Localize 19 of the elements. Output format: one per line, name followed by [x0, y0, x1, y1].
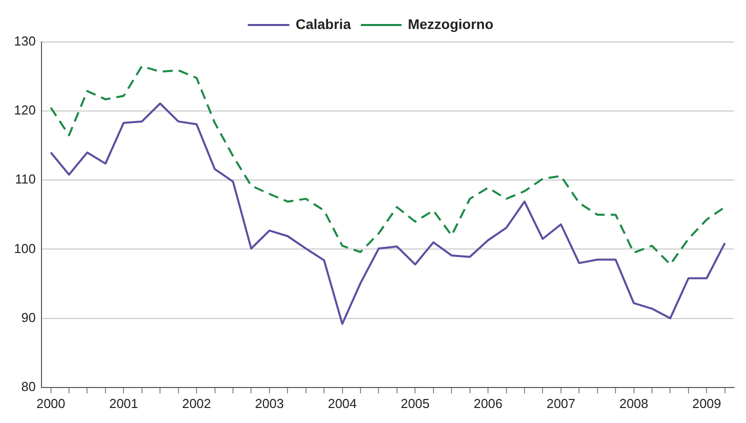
x-tick-label: 2002	[182, 396, 212, 411]
x-tick-label: 2007	[546, 396, 576, 411]
legend-label: Mezzogiorno	[408, 16, 494, 32]
y-tick-label: 80	[21, 378, 36, 394]
y-tick-label: 90	[21, 310, 36, 325]
x-tick-label: 2006	[474, 396, 503, 411]
y-tick-label: 100	[14, 240, 36, 256]
y-tick-label: 130	[14, 34, 36, 49]
x-tick-label: 2003	[254, 396, 284, 411]
line-series	[50, 65, 726, 266]
x-tick-label: 2001	[109, 396, 138, 411]
x-tick-label: 2009	[692, 396, 722, 411]
legend-label: Calabria	[296, 16, 352, 32]
x-tick-label: 2005	[400, 396, 430, 411]
y-tick-label: 110	[14, 172, 36, 187]
y-tick-label: 120	[14, 102, 36, 118]
x-tick-label: 2008	[619, 396, 648, 411]
x-tick-label: 2000	[36, 396, 66, 411]
x-tick-label: 2004	[328, 396, 357, 411]
